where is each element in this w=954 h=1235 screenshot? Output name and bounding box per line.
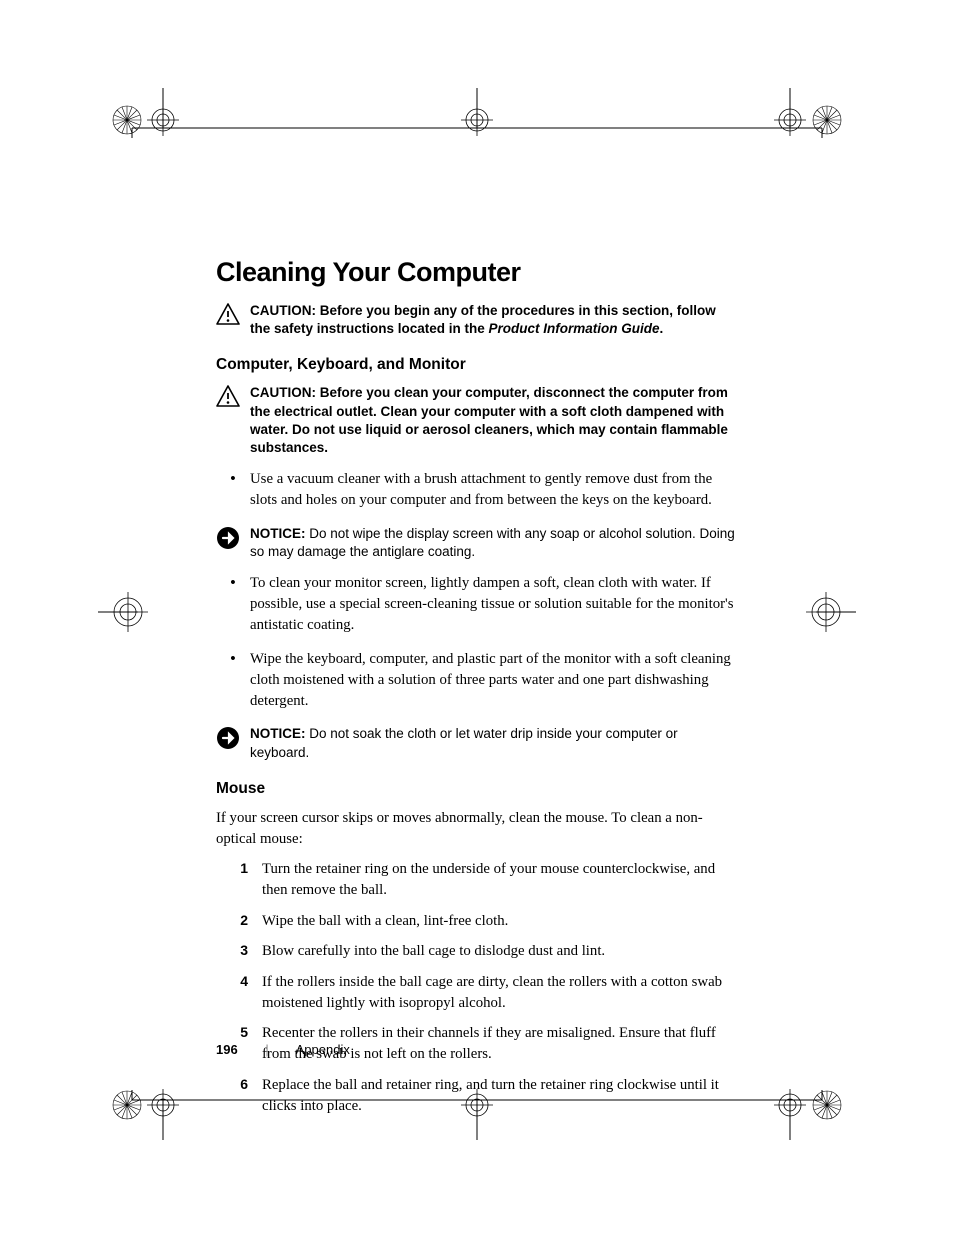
notice-label: NOTICE: — [250, 726, 309, 741]
page-content: Cleaning Your Computer CAUTION: Before y… — [216, 257, 736, 1126]
footer-section: Appendix — [296, 1042, 350, 1057]
page-footer: 196 | Appendix — [216, 1042, 350, 1057]
notice-block-2: NOTICE: Do not soak the cloth or let wat… — [216, 725, 736, 761]
subheading-mouse: Mouse — [216, 780, 736, 798]
caution-label: CAUTION: — [250, 385, 320, 400]
caution-icon — [216, 385, 240, 407]
caution-body-italic: Product Information Guide — [489, 321, 660, 336]
page-number: 196 — [216, 1042, 238, 1057]
caution-icon — [216, 303, 240, 325]
notice-block-1: NOTICE: Do not wipe the display screen w… — [216, 525, 736, 561]
step-text: Blow carefully into the ball cage to dis… — [262, 941, 736, 962]
bullet-marker: • — [216, 649, 250, 711]
step-num: 1 — [216, 859, 262, 900]
notice-label: NOTICE: — [250, 526, 309, 541]
bullet-item: • Wipe the keyboard, computer, and plast… — [216, 649, 736, 711]
step-item: 1 Turn the retainer ring on the undersid… — [216, 859, 736, 900]
bullet-text: Wipe the keyboard, computer, and plastic… — [250, 649, 736, 711]
step-item: 6 Replace the ball and retainer ring, an… — [216, 1075, 736, 1116]
caution-block-2: CAUTION: Before you clean your computer,… — [216, 384, 736, 457]
bullet-text: To clean your monitor screen, lightly da… — [250, 573, 736, 635]
step-text: If the rollers inside the ball cage are … — [262, 972, 736, 1013]
caution-body-b: . — [660, 321, 664, 336]
bullet-item: • To clean your monitor screen, lightly … — [216, 573, 736, 635]
step-text: Wipe the ball with a clean, lint-free cl… — [262, 911, 736, 932]
step-num: 2 — [216, 911, 262, 932]
step-text: Replace the ball and retainer ring, and … — [262, 1075, 736, 1116]
step-num: 6 — [216, 1075, 262, 1116]
notice-body: Do not soak the cloth or let water drip … — [250, 726, 678, 759]
bullet-marker: • — [216, 469, 250, 510]
step-text: Turn the retainer ring on the underside … — [262, 859, 736, 900]
main-title: Cleaning Your Computer — [216, 257, 736, 288]
mouse-intro: If your screen cursor skips or moves abn… — [216, 808, 736, 849]
step-item: 3 Blow carefully into the ball cage to d… — [216, 941, 736, 962]
caution-body: Before you clean your computer, disconne… — [250, 385, 728, 455]
notice-icon — [216, 526, 240, 550]
bullet-marker: • — [216, 573, 250, 635]
bullet-item: • Use a vacuum cleaner with a brush atta… — [216, 469, 736, 510]
step-item: 2 Wipe the ball with a clean, lint-free … — [216, 911, 736, 932]
notice-icon — [216, 726, 240, 750]
bullet-text: Use a vacuum cleaner with a brush attach… — [250, 469, 736, 510]
caution-label: CAUTION: — [250, 303, 320, 318]
step-num: 3 — [216, 941, 262, 962]
subheading-computer: Computer, Keyboard, and Monitor — [216, 356, 736, 374]
step-num: 4 — [216, 972, 262, 1013]
caution-block-1: CAUTION: Before you begin any of the pro… — [216, 302, 736, 338]
step-item: 4 If the rollers inside the ball cage ar… — [216, 972, 736, 1013]
notice-body: Do not wipe the display screen with any … — [250, 526, 735, 559]
footer-separator: | — [265, 1042, 268, 1057]
